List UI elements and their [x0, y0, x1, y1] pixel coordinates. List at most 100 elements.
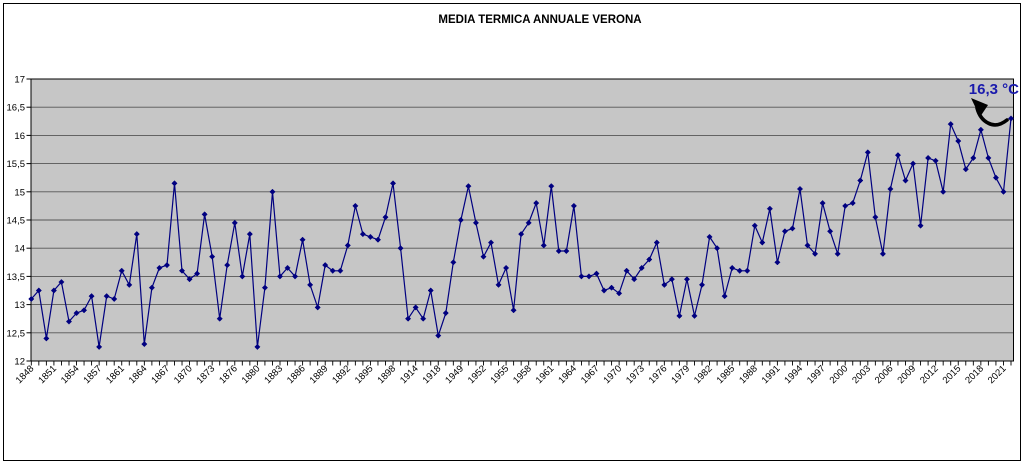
data-point-marker: [239, 273, 246, 280]
data-point-marker: [374, 236, 382, 243]
data-point-marker: [141, 341, 148, 348]
y-tick-label: 17: [14, 75, 25, 86]
x-tick-label: 1952: [466, 363, 489, 386]
data-point-marker: [646, 256, 653, 263]
y-tick-label: 13,5: [7, 272, 26, 283]
data-point-marker: [955, 137, 962, 145]
data-point-marker: [352, 202, 359, 209]
y-tick-label: 14,5: [7, 216, 26, 227]
x-tick-label: 2003: [850, 363, 873, 386]
x-tick-label: 1876: [217, 363, 240, 386]
data-point-marker: [600, 287, 608, 294]
data-point-marker: [729, 264, 736, 271]
data-point-marker: [163, 262, 171, 269]
x-tick-label: 1976: [647, 363, 670, 386]
data-point-marker: [736, 267, 743, 274]
chart-title: MEDIA TERMICA ANNUALE VERONA: [438, 14, 642, 26]
x-tick-label: 1873: [195, 363, 218, 386]
y-tick-label: 12,5: [7, 328, 26, 339]
data-point-marker: [344, 242, 351, 249]
data-point-marker: [503, 264, 510, 271]
data-point-marker: [759, 239, 766, 246]
chart-frame-border: [3, 3, 1021, 461]
data-point-marker: [88, 293, 95, 300]
data-point-marker: [744, 267, 751, 274]
data-point-marker: [510, 307, 517, 314]
data-point-marker: [111, 295, 118, 303]
data-point-marker: [261, 284, 268, 291]
x-tick-label: 1886: [285, 363, 308, 386]
y-tick-label: 12: [14, 357, 25, 368]
data-point-marker: [638, 264, 645, 271]
data-point-marker: [65, 318, 73, 325]
x-tick-label: 1991: [760, 363, 783, 386]
data-point-marker: [570, 202, 577, 209]
x-tick-label: 2009: [895, 363, 918, 386]
data-point-marker: [133, 231, 140, 238]
data-point-marker: [359, 231, 366, 238]
data-point-marker: [367, 233, 374, 240]
data-point-marker: [691, 312, 698, 319]
x-tick-label: 1918: [421, 363, 444, 386]
x-tick-label: 1867: [149, 363, 172, 386]
data-point-marker: [985, 154, 992, 162]
data-point-marker: [276, 273, 284, 280]
data-point-marker: [186, 276, 193, 283]
y-tick-label: 15: [14, 187, 25, 198]
data-point-marker: [405, 315, 412, 322]
x-tick-label: 2006: [873, 363, 896, 386]
y-tick-label: 16,5: [7, 103, 26, 114]
data-point-marker: [970, 154, 977, 162]
x-tick-label: 2000: [828, 363, 851, 386]
x-tick-label: 1851: [36, 363, 59, 386]
data-point-marker: [827, 228, 834, 235]
x-tick-label: 1967: [579, 363, 602, 386]
data-point-marker: [977, 126, 984, 133]
data-point-marker: [533, 200, 540, 207]
x-tick-label: 1889: [308, 363, 331, 386]
data-point-marker: [73, 310, 80, 317]
data-point-marker: [201, 211, 208, 218]
data-point-marker: [284, 264, 291, 271]
data-point-marker: [518, 231, 525, 238]
data-point-marker: [1007, 115, 1015, 122]
data-point-marker: [774, 259, 781, 266]
x-tick-label: 1982: [692, 363, 715, 386]
data-point-marker: [706, 233, 713, 240]
data-point-marker: [420, 315, 427, 322]
data-point-marker: [676, 312, 683, 319]
x-tick-label: 1955: [488, 363, 511, 386]
data-point-marker: [194, 270, 201, 277]
x-tick-label: 1994: [782, 363, 805, 386]
x-tick-label: 1880: [240, 363, 263, 386]
data-point-marker: [96, 343, 103, 350]
x-tick-label: 2012: [918, 363, 941, 386]
x-tick-label: 1861: [104, 363, 127, 386]
data-point-marker: [947, 121, 954, 128]
data-point-marker: [909, 160, 917, 167]
data-point-marker: [962, 166, 969, 173]
x-tick-label: 1864: [127, 363, 150, 386]
data-point-marker: [563, 247, 570, 255]
x-tick-label: 2015: [941, 363, 964, 386]
data-point-marker: [812, 250, 819, 257]
data-point-marker: [224, 262, 231, 269]
x-tick-label: 1898: [375, 363, 398, 386]
data-point-marker: [337, 267, 344, 274]
data-point-marker: [849, 200, 856, 207]
annotation-arrowhead: [971, 98, 988, 117]
data-point-marker: [231, 219, 238, 226]
x-tick-label: 1870: [172, 363, 195, 386]
data-point-marker: [28, 295, 35, 303]
data-point-marker: [781, 228, 788, 235]
data-point-marker: [397, 245, 404, 252]
data-point-marker: [442, 310, 449, 317]
x-tick-label: 1958: [511, 363, 534, 386]
x-tick-label: 1973: [624, 363, 647, 386]
data-point-marker: [435, 332, 442, 339]
data-point-marker: [329, 267, 336, 274]
data-point-marker: [118, 267, 125, 274]
data-point-marker: [668, 276, 675, 283]
